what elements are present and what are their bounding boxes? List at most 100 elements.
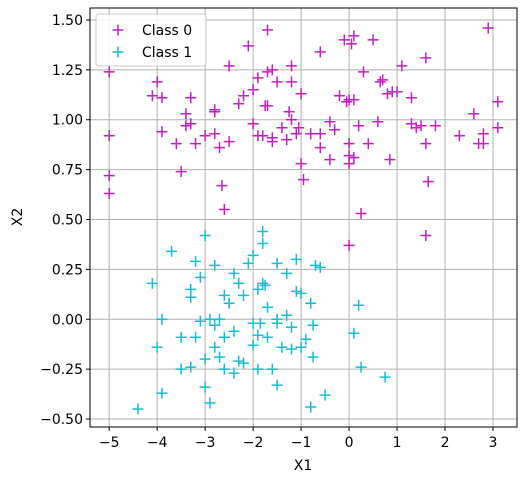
data-point	[151, 341, 163, 353]
legend-marker	[112, 46, 124, 58]
data-point	[492, 96, 504, 108]
data-point	[348, 152, 360, 164]
data-point	[324, 154, 336, 166]
data-point	[329, 124, 341, 136]
data-point	[190, 331, 202, 343]
data-point	[477, 138, 489, 150]
axis-ticks: −5 −4 −3 −2 −1 0 1 2 3 −0.50 −0.25 0.00 0.25 0.50 0.75…	[40, 13, 497, 451]
data-point	[281, 309, 293, 321]
data-point	[307, 319, 319, 331]
data-point	[166, 245, 178, 257]
data-point	[314, 142, 326, 154]
data-point	[257, 277, 269, 289]
y-tick-label: −0.50	[40, 412, 83, 428]
data-point	[185, 118, 197, 130]
data-point	[298, 174, 309, 186]
data-point	[477, 128, 489, 140]
data-point	[146, 90, 158, 102]
data-point	[353, 299, 365, 311]
y-tick-label: 0.50	[52, 212, 83, 228]
data-point	[422, 176, 434, 188]
data-point	[314, 46, 326, 58]
y-tick-label: 1.50	[52, 13, 83, 29]
data-point	[286, 76, 298, 88]
data-point	[223, 136, 235, 148]
data-point	[293, 122, 305, 134]
data-point	[190, 255, 202, 267]
data-point	[252, 283, 264, 295]
data-points	[103, 22, 504, 415]
data-point	[492, 122, 504, 134]
data-point	[314, 261, 326, 273]
x-tick-label: −4	[147, 435, 168, 451]
data-point	[146, 277, 158, 289]
data-point	[405, 92, 417, 104]
data-point	[482, 22, 494, 34]
data-point	[204, 397, 216, 409]
x-tick-label: 3	[489, 435, 498, 451]
data-point	[199, 130, 211, 142]
data-point	[156, 126, 168, 138]
data-point	[228, 367, 240, 379]
data-point	[190, 138, 202, 150]
x-tick-label: −5	[99, 435, 120, 451]
data-point	[333, 90, 345, 102]
data-point	[254, 317, 266, 329]
data-point	[271, 76, 283, 88]
data-point	[396, 60, 408, 72]
data-point	[324, 116, 336, 128]
data-point	[238, 357, 250, 369]
data-point	[156, 92, 168, 104]
data-point	[218, 331, 230, 343]
y-tick-label: 0.00	[52, 312, 83, 328]
data-point	[338, 34, 350, 46]
data-point	[247, 249, 259, 261]
data-point	[209, 128, 221, 140]
data-point	[290, 285, 302, 297]
data-point	[257, 237, 269, 249]
data-point	[233, 277, 245, 289]
data-point	[247, 84, 259, 96]
data-point	[175, 331, 187, 343]
data-point	[353, 120, 365, 132]
data-point	[266, 136, 278, 148]
y-tick-label: −0.25	[40, 362, 83, 378]
data-point	[252, 72, 264, 84]
data-point	[185, 291, 197, 303]
data-point	[300, 333, 312, 345]
data-point	[453, 130, 465, 142]
series-1	[132, 225, 391, 415]
data-point	[281, 267, 293, 279]
data-point	[420, 138, 432, 150]
data-point	[290, 253, 302, 265]
data-point	[218, 363, 230, 375]
data-point	[103, 130, 115, 142]
data-point	[355, 361, 367, 373]
data-point	[194, 315, 206, 327]
data-point	[194, 271, 206, 283]
data-point	[271, 317, 283, 329]
data-point	[238, 289, 250, 301]
x-tick-label: 0	[345, 435, 354, 451]
data-point	[180, 108, 192, 120]
data-point	[374, 76, 386, 88]
data-point	[185, 361, 197, 373]
data-point	[242, 40, 254, 52]
data-point	[367, 34, 379, 46]
legend-box	[95, 13, 207, 67]
data-point	[185, 92, 197, 104]
data-point	[262, 331, 274, 343]
data-point	[283, 106, 295, 118]
data-point	[199, 229, 211, 241]
data-point	[209, 259, 221, 271]
data-point	[348, 327, 360, 339]
data-point	[175, 363, 187, 375]
data-point	[276, 122, 288, 134]
legend-label: Class 0	[142, 23, 192, 39]
data-point	[170, 138, 182, 150]
data-point	[259, 279, 271, 291]
x-tick-label: 1	[393, 435, 402, 451]
data-point	[209, 341, 221, 353]
data-point	[218, 289, 230, 301]
data-point	[384, 154, 396, 166]
